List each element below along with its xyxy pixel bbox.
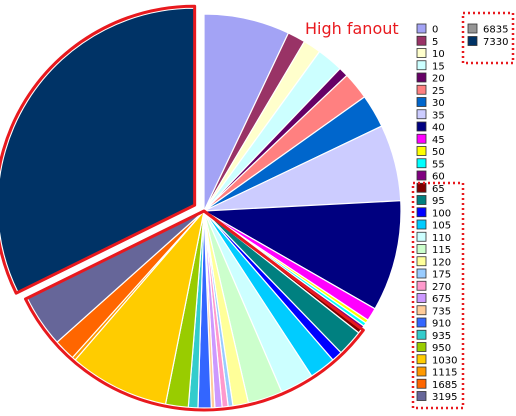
legend-label-55: 55 bbox=[432, 159, 445, 170]
legend-swatch-50 bbox=[416, 146, 427, 156]
legend-label-105: 105 bbox=[432, 221, 451, 232]
legend-swatch-270 bbox=[416, 280, 427, 291]
legend-label-120: 120 bbox=[432, 257, 451, 268]
pie-slice-40 bbox=[201, 200, 402, 310]
legend-label-5: 5 bbox=[432, 37, 438, 48]
pie-slices bbox=[0, 7, 402, 409]
legend-swatch-105 bbox=[416, 219, 427, 230]
legend2-swatch-6835 bbox=[467, 23, 478, 34]
legend2-label-7330: 7330 bbox=[483, 37, 508, 48]
legend-label-30: 30 bbox=[432, 98, 445, 109]
legend-label-1030: 1030 bbox=[432, 355, 457, 366]
legend-swatch-15 bbox=[416, 60, 427, 71]
legend-label-110: 110 bbox=[432, 233, 451, 244]
legend-swatch-5 bbox=[416, 35, 427, 46]
legend2-label-6835: 6835 bbox=[483, 25, 508, 36]
legend-swatch-950 bbox=[416, 342, 427, 352]
legend-swatch-25 bbox=[416, 84, 427, 95]
legend-label-910: 910 bbox=[432, 319, 451, 330]
legend-label-950: 950 bbox=[432, 343, 451, 354]
legend-swatch-0 bbox=[416, 23, 427, 34]
legend-label-675: 675 bbox=[432, 294, 451, 305]
legend-label-10: 10 bbox=[432, 49, 445, 60]
legend-label-20: 20 bbox=[432, 74, 445, 85]
highlight-outline-small bbox=[24, 209, 365, 412]
pie-slice-7330 bbox=[0, 7, 196, 294]
legend-label-100: 100 bbox=[432, 208, 451, 219]
legend-label-1115: 1115 bbox=[432, 368, 457, 379]
legend-swatch-20 bbox=[416, 72, 427, 83]
legend-label-115: 115 bbox=[432, 245, 451, 256]
legend-label-65: 65 bbox=[432, 184, 445, 195]
legend-swatch-100 bbox=[416, 207, 427, 218]
legend-label-60: 60 bbox=[432, 172, 445, 183]
legend-swatch-910 bbox=[416, 317, 427, 328]
highlight-outline-large bbox=[0, 4, 197, 295]
pie-slice-1030 bbox=[74, 208, 206, 405]
legend-swatch-735 bbox=[416, 305, 427, 316]
legend-swatch-65 bbox=[416, 182, 427, 193]
legend-swatch-3195 bbox=[416, 391, 427, 401]
legend-label-95: 95 bbox=[432, 196, 445, 207]
legend-swatch-110 bbox=[416, 231, 427, 242]
legend-label-270: 270 bbox=[432, 282, 451, 293]
legend-label-25: 25 bbox=[432, 86, 445, 97]
legend-swatch-120 bbox=[416, 256, 427, 267]
legend-label-735: 735 bbox=[432, 306, 451, 317]
legend-label-1685: 1685 bbox=[432, 380, 457, 391]
legend-swatch-175 bbox=[416, 268, 427, 279]
legend-swatch-40 bbox=[416, 121, 427, 132]
legend-swatch-60 bbox=[416, 170, 427, 181]
legend-label-50: 50 bbox=[432, 147, 445, 158]
legend2-swatch-7330 bbox=[467, 36, 478, 46]
legend-label-45: 45 bbox=[432, 135, 445, 146]
legend-label-35: 35 bbox=[432, 110, 445, 121]
legend-label-935: 935 bbox=[432, 331, 451, 342]
legend-label-0: 0 bbox=[432, 25, 438, 36]
legend-swatch-10 bbox=[416, 48, 427, 58]
legend-highlight-box bbox=[411, 181, 465, 410]
legend2-highlight-box bbox=[461, 11, 515, 65]
legend-label-3195: 3195 bbox=[432, 392, 457, 403]
legend-swatch-30 bbox=[416, 97, 427, 107]
legend-swatch-115 bbox=[416, 244, 427, 254]
highlight-outlines bbox=[0, 4, 365, 412]
legend-swatch-1685 bbox=[416, 378, 427, 389]
legend-swatch-1115 bbox=[416, 366, 427, 377]
legend-swatch-55 bbox=[416, 158, 427, 169]
legend-swatch-45 bbox=[416, 133, 427, 144]
legend-label-40: 40 bbox=[432, 123, 445, 134]
legend-label-15: 15 bbox=[432, 61, 445, 72]
legend-swatch-35 bbox=[416, 109, 427, 120]
chart-annotation: High fanout bbox=[305, 19, 399, 38]
legend-swatch-1030 bbox=[416, 354, 427, 365]
legend-label-175: 175 bbox=[432, 270, 451, 281]
legend-swatch-95 bbox=[416, 195, 427, 205]
legend-swatch-675 bbox=[416, 293, 427, 303]
legend-swatch-935 bbox=[416, 329, 427, 340]
